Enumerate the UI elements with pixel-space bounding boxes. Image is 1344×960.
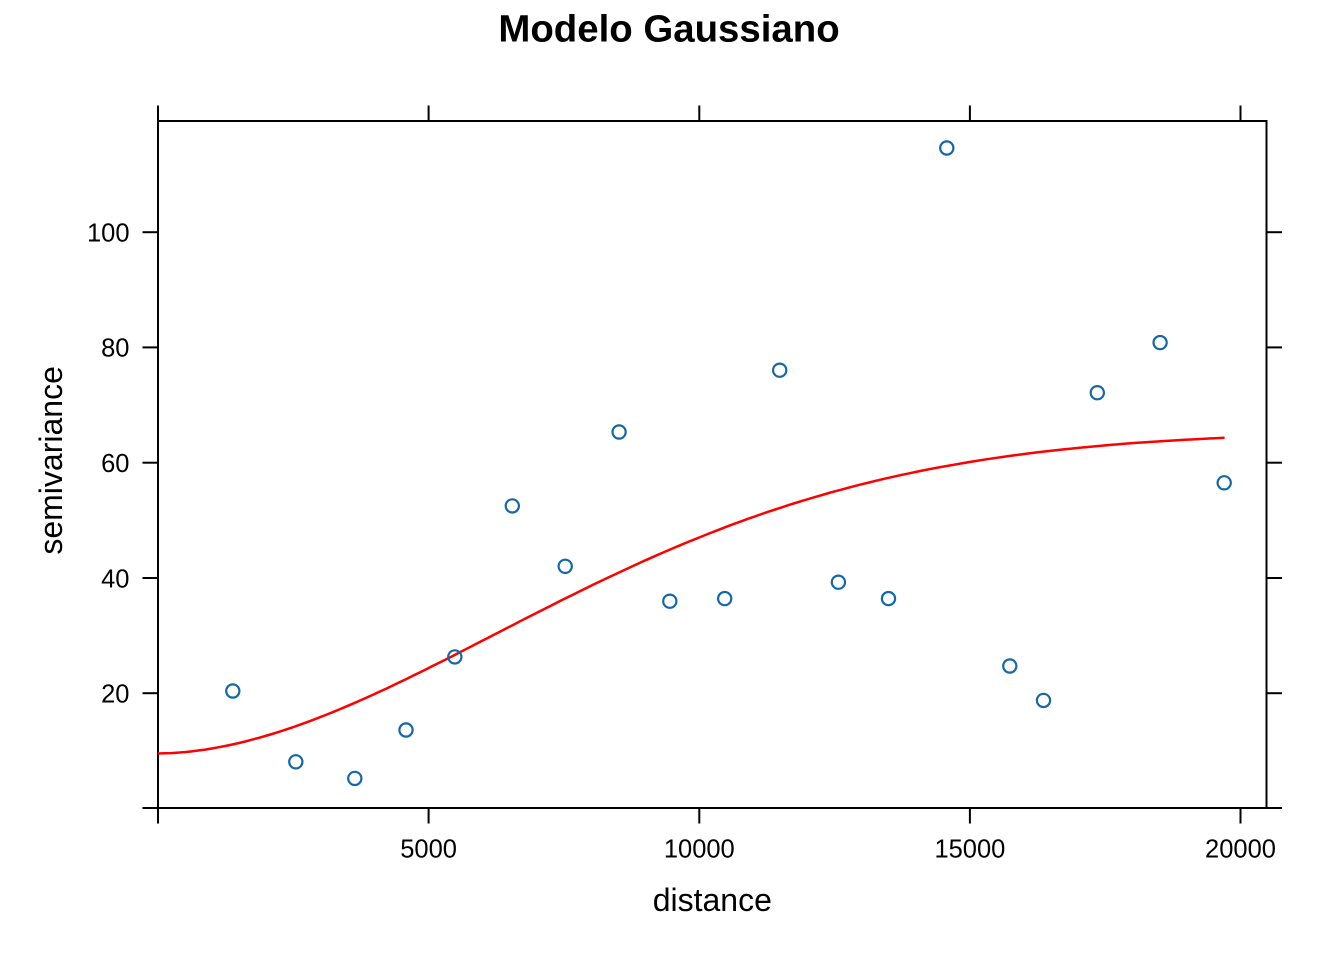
svg-text:15000: 15000 xyxy=(934,836,1005,864)
svg-text:40: 40 xyxy=(101,565,129,593)
svg-text:20: 20 xyxy=(101,681,129,709)
svg-text:Modelo Gaussiano: Modelo Gaussiano xyxy=(498,7,839,50)
svg-text:60: 60 xyxy=(101,450,129,478)
svg-text:semivariance: semivariance xyxy=(33,366,69,555)
svg-text:80: 80 xyxy=(101,335,129,363)
svg-text:20000: 20000 xyxy=(1205,836,1276,864)
svg-text:distance: distance xyxy=(653,882,772,918)
svg-text:100: 100 xyxy=(87,220,130,248)
svg-text:10000: 10000 xyxy=(664,836,735,864)
svg-text:5000: 5000 xyxy=(400,836,457,864)
